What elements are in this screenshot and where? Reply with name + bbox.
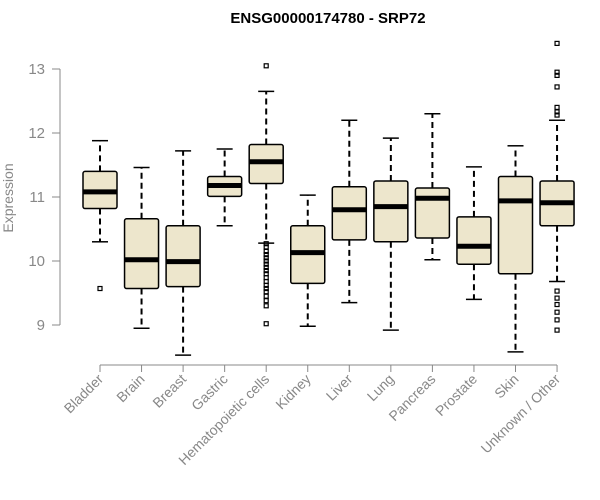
- box-iqr: [456, 216, 492, 265]
- box-group: [414, 113, 451, 261]
- outlier-point: [554, 112, 560, 118]
- box-iqr: [165, 225, 201, 288]
- x-tick-label: Bladder: [61, 371, 107, 417]
- x-tick-label: Unknown / Other: [478, 371, 564, 457]
- y-tick-label: 13: [28, 61, 45, 78]
- outlier-point: [263, 264, 269, 270]
- box-group: [82, 139, 118, 292]
- box-group: [456, 166, 492, 301]
- x-tick-label: Lung: [364, 371, 397, 404]
- box-iqr: [373, 180, 409, 243]
- outlier-point: [97, 285, 103, 292]
- y-tick-label: 10: [28, 253, 45, 270]
- box-group: [290, 194, 326, 328]
- box-iqr: [414, 187, 451, 239]
- outlier-point: [554, 317, 560, 323]
- outlier-point: [554, 40, 560, 47]
- box-iqr: [331, 186, 368, 241]
- outlier-point: [263, 261, 269, 267]
- y-axis-label: Expression: [0, 163, 16, 232]
- y-tick-label: 11: [29, 189, 45, 206]
- box-group: [497, 145, 534, 353]
- outlier-point: [263, 63, 269, 69]
- outlier-point: [554, 295, 560, 301]
- box-iqr: [123, 218, 160, 290]
- outlier-point: [554, 69, 560, 75]
- outlier-point: [554, 288, 560, 294]
- outlier-point: [263, 298, 269, 304]
- box-group: [206, 148, 243, 227]
- boxes: [82, 40, 575, 356]
- outlier-point: [263, 248, 269, 254]
- outlier-point: [554, 327, 560, 333]
- outlier-point: [263, 241, 269, 247]
- outlier-point: [263, 321, 269, 327]
- box-group: [165, 150, 201, 356]
- box-group: [373, 137, 409, 331]
- outlier-point: [263, 258, 269, 264]
- outlier-point: [263, 268, 269, 274]
- outlier-point: [554, 309, 560, 315]
- x-tick-label: Breast: [149, 371, 189, 411]
- outlier-point: [263, 252, 269, 258]
- box-iqr: [497, 175, 534, 275]
- outlier-point: [554, 84, 560, 90]
- y-tick-label: 9: [37, 317, 45, 334]
- outlier-point: [263, 282, 269, 288]
- box-group: [123, 166, 160, 329]
- outlier-point: [263, 303, 269, 309]
- y-ticks: 9 10 11 12 13: [28, 61, 60, 334]
- box-group: [539, 40, 575, 333]
- outlier-point: [263, 255, 269, 261]
- outlier-point: [554, 301, 560, 308]
- y-tick-label: 12: [28, 125, 45, 142]
- outlier-point: [554, 109, 560, 115]
- chart-title: ENSG00000174780 - SRP72: [230, 10, 425, 27]
- outlier-point: [263, 293, 269, 299]
- outlier-point: [554, 104, 560, 111]
- x-tick-label: Kidney: [272, 371, 314, 413]
- box-group: [331, 119, 368, 304]
- outlier-point: [554, 72, 560, 79]
- outlier-point: [263, 285, 269, 292]
- x-tick-label: Brain: [113, 371, 147, 405]
- x-tick-label: Prostate: [432, 371, 480, 419]
- x-tick-label: Liver: [323, 371, 356, 404]
- x-tick-label: Skin: [491, 371, 522, 402]
- box-group: [248, 63, 284, 327]
